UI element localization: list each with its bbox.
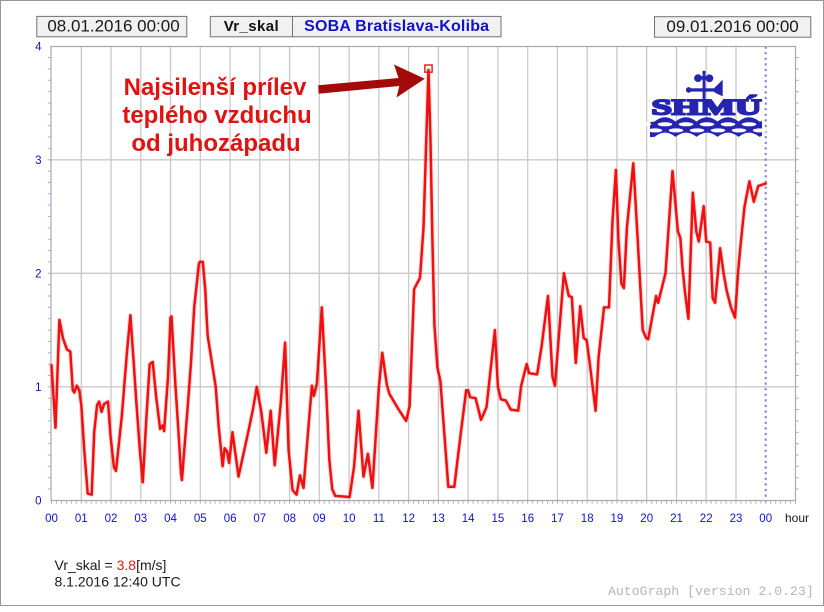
svg-text:2: 2	[35, 269, 41, 281]
svg-text:00: 00	[45, 513, 58, 525]
svg-text:08: 08	[283, 513, 296, 525]
svg-text:03: 03	[134, 513, 147, 525]
svg-text:13: 13	[432, 513, 445, 525]
svg-text:4: 4	[35, 41, 42, 53]
svg-text:00: 00	[759, 513, 772, 525]
svg-text:01: 01	[75, 513, 88, 525]
svg-text:od juhozápadu: od juhozápadu	[131, 130, 300, 157]
svg-text:8.1.2016 12:40 UTC: 8.1.2016 12:40 UTC	[55, 574, 181, 590]
svg-text:teplého vzduchu: teplého vzduchu	[122, 102, 311, 129]
svg-text:06: 06	[224, 513, 237, 525]
svg-text:09: 09	[313, 513, 326, 525]
svg-text:1: 1	[35, 382, 41, 394]
svg-text:Vr_skal: Vr_skal	[224, 18, 279, 35]
svg-text:22: 22	[700, 513, 713, 525]
svg-text:11: 11	[373, 513, 385, 525]
svg-text:05: 05	[194, 513, 207, 525]
svg-text:02: 02	[105, 513, 118, 525]
svg-text:Vr_skal = 3.8[m/s]: Vr_skal = 3.8[m/s]	[55, 557, 167, 573]
svg-text:12: 12	[402, 513, 415, 525]
svg-text:10: 10	[343, 513, 356, 525]
svg-text:18: 18	[581, 513, 594, 525]
svg-text:17: 17	[551, 513, 564, 525]
svg-text:3: 3	[35, 155, 41, 167]
svg-text:SHMÚ: SHMÚ	[652, 95, 762, 120]
svg-text:09.01.2016 00:00: 09.01.2016 00:00	[666, 17, 798, 36]
svg-text:23: 23	[730, 513, 743, 525]
svg-text:07: 07	[253, 513, 266, 525]
svg-text:AutoGraph [version 2.0.23]: AutoGraph [version 2.0.23]	[608, 584, 814, 599]
svg-text:08.01.2016 00:00: 08.01.2016 00:00	[47, 17, 179, 36]
svg-text:Najsilenší prílev: Najsilenší prílev	[124, 74, 307, 101]
svg-text:16: 16	[521, 513, 534, 525]
svg-text:SOBA Bratislava-Koliba: SOBA Bratislava-Koliba	[304, 18, 489, 35]
svg-text:20: 20	[640, 513, 653, 525]
svg-text:14: 14	[462, 513, 475, 525]
svg-text:19: 19	[611, 513, 624, 525]
svg-text:21: 21	[670, 513, 683, 525]
svg-text:hour: hour	[785, 511, 809, 525]
svg-text:0: 0	[35, 496, 41, 508]
svg-text:04: 04	[164, 513, 177, 525]
svg-text:15: 15	[492, 513, 505, 525]
